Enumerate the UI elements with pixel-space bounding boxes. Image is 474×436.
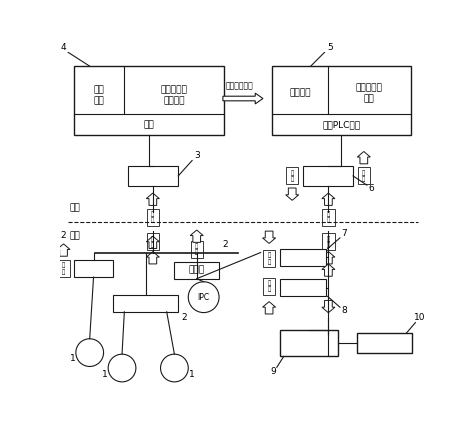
- Bar: [146, 233, 159, 250]
- Text: 3: 3: [194, 151, 200, 160]
- Bar: [74, 260, 113, 277]
- Text: 调
速: 调 速: [267, 253, 271, 265]
- Text: 8: 8: [342, 306, 347, 315]
- Text: 图
传: 图 传: [151, 211, 155, 223]
- Polygon shape: [57, 244, 70, 256]
- Polygon shape: [322, 264, 335, 276]
- Text: 图
传: 图 传: [195, 244, 198, 255]
- Polygon shape: [146, 193, 159, 205]
- Text: 调
速: 调 速: [291, 170, 294, 182]
- Polygon shape: [146, 252, 159, 264]
- Text: 10: 10: [414, 313, 426, 323]
- Bar: [272, 66, 411, 136]
- Bar: [303, 166, 353, 186]
- Text: IPC: IPC: [198, 293, 210, 302]
- Text: 6: 6: [369, 184, 374, 193]
- Text: 自适应最优
控制: 自适应最优 控制: [356, 83, 383, 103]
- Bar: [280, 330, 337, 357]
- Bar: [57, 260, 70, 277]
- Text: 2: 2: [182, 313, 187, 323]
- Text: 图像处理和
煤量识别: 图像处理和 煤量识别: [161, 86, 188, 105]
- Bar: [322, 209, 335, 225]
- Text: 回
馈: 回 馈: [362, 170, 365, 182]
- Text: 井下PLC通讯: 井下PLC通讯: [322, 120, 361, 129]
- Text: 图
传: 图 传: [62, 263, 65, 275]
- Text: 运行环境: 运行环境: [289, 89, 310, 98]
- Bar: [322, 233, 335, 250]
- Polygon shape: [223, 93, 263, 104]
- Polygon shape: [263, 231, 276, 243]
- Bar: [280, 279, 326, 296]
- Polygon shape: [263, 302, 276, 314]
- Bar: [128, 166, 178, 186]
- Bar: [174, 262, 219, 279]
- Text: 4: 4: [61, 43, 66, 52]
- Text: 1: 1: [189, 370, 194, 379]
- Text: 1: 1: [102, 370, 108, 379]
- Polygon shape: [322, 252, 335, 264]
- Text: 7: 7: [342, 229, 347, 238]
- Bar: [146, 209, 159, 225]
- Text: 2: 2: [222, 240, 228, 249]
- Text: 5: 5: [327, 43, 333, 52]
- Text: 图
传: 图 传: [151, 236, 155, 248]
- Polygon shape: [146, 236, 159, 249]
- Polygon shape: [286, 188, 299, 200]
- Bar: [357, 334, 412, 353]
- Bar: [280, 249, 326, 266]
- Polygon shape: [190, 230, 203, 242]
- Text: 回
馈: 回 馈: [327, 211, 330, 223]
- Text: 1: 1: [70, 354, 76, 363]
- Text: 2: 2: [61, 231, 66, 240]
- Text: 图像识别结果: 图像识别结果: [226, 82, 254, 91]
- Text: 接口: 接口: [144, 120, 155, 129]
- Bar: [113, 295, 178, 312]
- Text: 井上: 井上: [70, 203, 81, 212]
- Polygon shape: [357, 151, 370, 164]
- Bar: [263, 250, 275, 267]
- Polygon shape: [322, 193, 335, 205]
- Bar: [358, 167, 370, 184]
- Bar: [191, 241, 203, 258]
- Text: 9: 9: [271, 368, 277, 376]
- Text: 运行
环境: 运行 环境: [93, 86, 104, 105]
- Text: 回
馈: 回 馈: [267, 281, 271, 292]
- Bar: [286, 167, 298, 184]
- Text: 交换机: 交换机: [189, 266, 205, 275]
- Bar: [263, 278, 275, 295]
- Text: 井下: 井下: [70, 231, 81, 240]
- Bar: [74, 66, 225, 136]
- Polygon shape: [322, 300, 335, 313]
- Text: 回
馈: 回 馈: [327, 236, 330, 248]
